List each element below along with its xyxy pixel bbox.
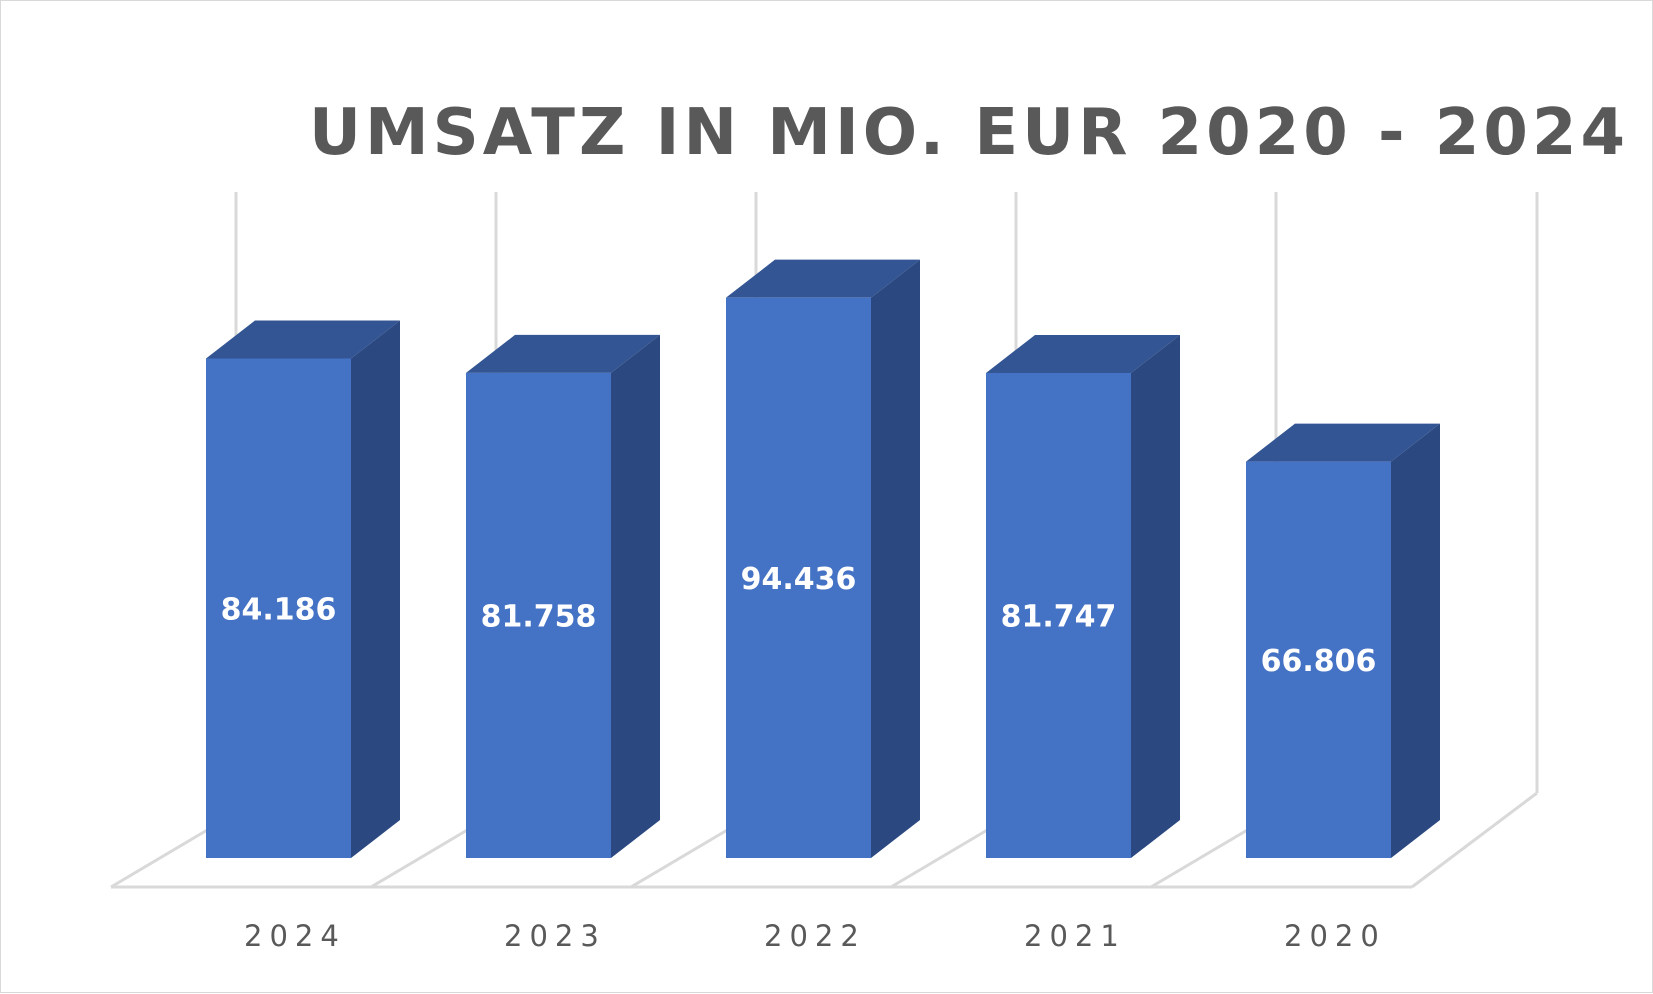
- bar-2022: 94.436: [726, 259, 920, 858]
- bar-top-face: [1246, 423, 1440, 462]
- bar-top-face: [466, 334, 660, 373]
- category-label: 2023: [504, 919, 606, 953]
- category-label: 2020: [1284, 919, 1386, 953]
- bar-side-face: [1131, 334, 1180, 858]
- category-label: 2022: [764, 919, 866, 953]
- bar-top-face: [986, 334, 1180, 373]
- floor-right-edge: [1411, 791, 1538, 889]
- bar-2020: 66.806: [1246, 423, 1440, 858]
- bar-front-face: [726, 297, 871, 858]
- chart-title: UMSATZ IN MIO. EUR 2020 - 2024: [309, 96, 1629, 170]
- category-label: 2021: [1024, 919, 1126, 953]
- category-label: 2024: [244, 919, 346, 953]
- bar-front-face: [466, 372, 611, 858]
- bar-2021: 81.747: [986, 334, 1180, 858]
- bar-value-label: 94.436: [741, 562, 857, 597]
- bar-series: 84.186 81.758 94.436 81.747 66.806: [206, 259, 1440, 859]
- bar-2024: 84.186: [206, 320, 400, 858]
- bar-value-label: 81.747: [1001, 599, 1117, 634]
- bar-side-face: [871, 259, 920, 858]
- bar-side-face: [611, 334, 660, 859]
- bar-2023: 81.758: [466, 334, 660, 859]
- bar-front-face: [206, 358, 351, 858]
- category-axis: 2024 2023 2022 2021 2020: [244, 919, 1386, 953]
- bar-value-label: 66.806: [1261, 644, 1377, 679]
- bar-side-face: [351, 320, 400, 858]
- bar-side-face: [1391, 423, 1440, 858]
- bar-value-label: 84.186: [221, 592, 337, 627]
- bar-value-label: 81.758: [481, 599, 597, 634]
- bar-top-face: [726, 259, 920, 298]
- bar-top-face: [206, 320, 400, 359]
- bar-front-face: [986, 372, 1131, 858]
- bar-front-face: [1246, 461, 1391, 858]
